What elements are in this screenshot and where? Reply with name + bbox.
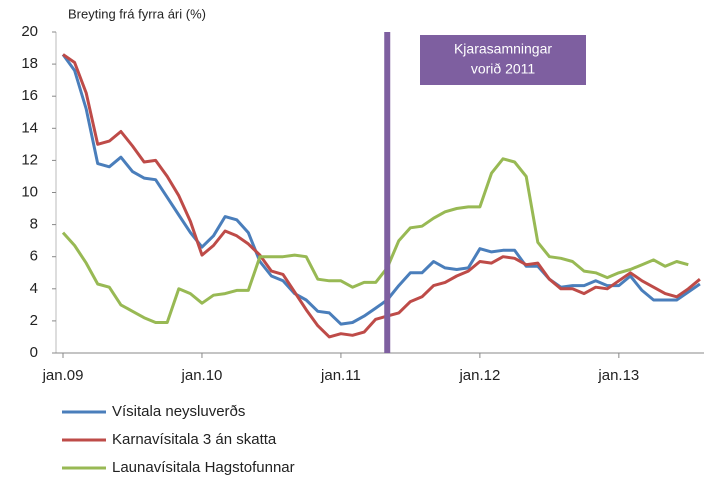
y-tick-label: 8 [30, 216, 38, 233]
x-tick-label: jan.12 [458, 367, 500, 384]
x-tick-label: jan.11 [320, 367, 361, 384]
x-tick-label: jan.10 [181, 367, 223, 384]
line-series [62, 53, 701, 339]
event-label: vorið 2011 [471, 61, 536, 77]
y-tick-label: 10 [21, 183, 38, 200]
y-tick-label: 12 [21, 151, 38, 168]
event-box [420, 35, 586, 85]
y-tick-label: 20 [21, 23, 38, 40]
x-tick-label: jan.09 [42, 367, 84, 384]
x-tick-label: jan.13 [597, 367, 639, 384]
legend-label: Karnavísitala 3 án skatta [112, 431, 277, 448]
y-tick-label: 16 [21, 87, 38, 104]
legend-label: Vísitala neysluverðs [112, 403, 245, 420]
y-tick-label: 6 [30, 248, 38, 265]
line-series [61, 53, 701, 326]
y-tick-label: 0 [30, 344, 38, 361]
y-tick-label: 4 [30, 280, 38, 297]
chart-title: Breyting frá fyrra ári (%) [68, 6, 206, 21]
y-tick-label: 18 [21, 55, 38, 72]
legend-label: Launavísitala Hagstofunnar [112, 459, 295, 476]
y-tick-label: 14 [21, 119, 38, 136]
event-label: Kjarasamningar [454, 41, 552, 57]
y-tick-label: 2 [30, 312, 38, 329]
line-series [61, 157, 689, 324]
